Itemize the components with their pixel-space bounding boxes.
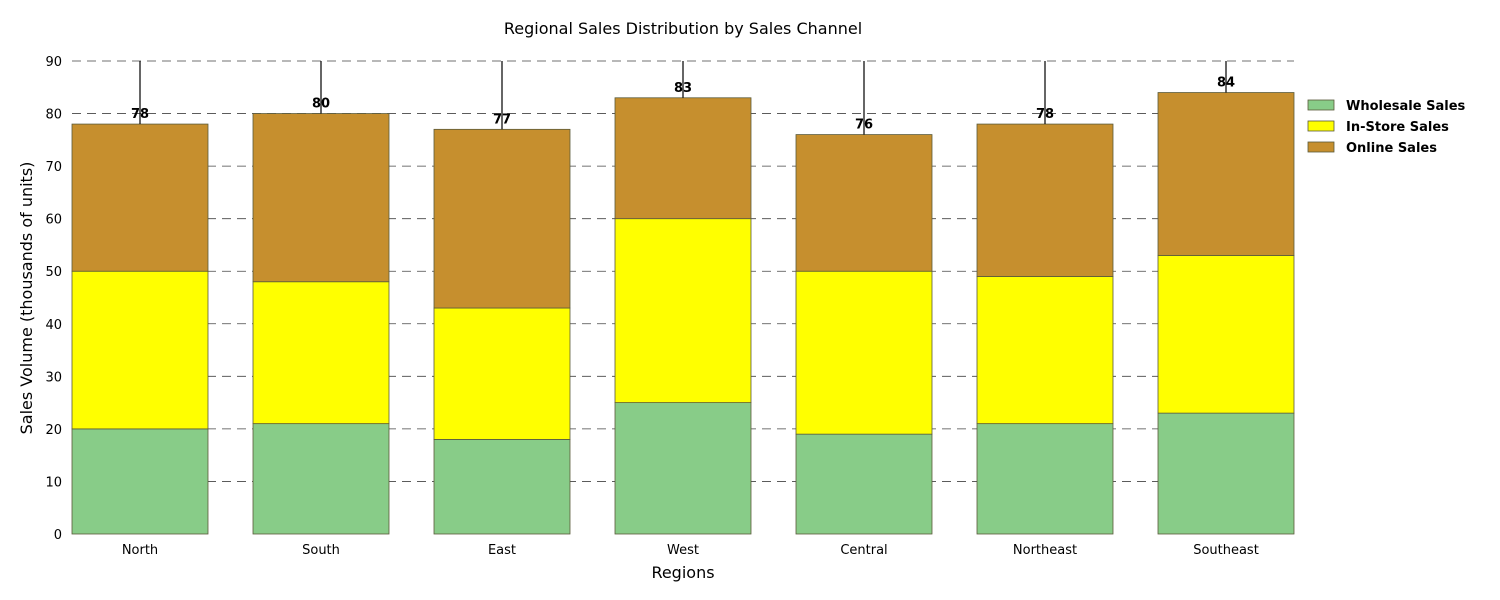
bar-stack <box>795 61 933 535</box>
bar-segment <box>433 438 571 535</box>
y-axis-ticks: 0 10 20 30 40 50 60 70 80 90 <box>45 55 62 543</box>
y-tick-label: 20 <box>45 423 62 438</box>
total-label: 83 <box>674 81 692 96</box>
legend-swatch <box>1307 99 1335 111</box>
legend-swatch <box>1307 120 1335 132</box>
bar-segment <box>71 428 209 535</box>
x-axis-ticks: North South East West Central Northeast Southe… <box>122 543 1259 558</box>
y-tick-label: 50 <box>45 265 62 280</box>
bar-segment <box>614 97 752 220</box>
y-axis-title: Sales Volume (thousands of units) <box>17 162 36 435</box>
bar-segment <box>1157 412 1295 535</box>
x-tick-label: West <box>667 543 699 558</box>
legend: Wholesale Sales In-Store Sales Online Sale… <box>1307 99 1466 156</box>
bar-stack <box>71 61 209 535</box>
bar-segment <box>71 123 209 272</box>
x-tick-label: South <box>302 543 340 558</box>
bar-segment <box>795 270 933 435</box>
legend-swatch <box>1307 141 1335 153</box>
bar-segment <box>252 113 390 283</box>
bar-stack <box>1157 61 1295 535</box>
total-labels: 78 80 77 83 76 78 84 <box>131 76 1235 133</box>
y-tick-label: 90 <box>45 55 62 70</box>
bar-stack <box>614 61 752 535</box>
x-tick-label: Northeast <box>1013 543 1077 558</box>
y-tick-label: 60 <box>45 213 62 228</box>
y-tick-label: 80 <box>45 108 62 123</box>
y-tick-label: 10 <box>45 475 62 490</box>
bar-segment <box>433 128 571 309</box>
bar-segment <box>1157 92 1295 256</box>
total-label: 84 <box>1217 76 1235 91</box>
bar-segment <box>1157 255 1295 414</box>
bar-segment <box>795 134 933 272</box>
bar-stack <box>976 61 1114 535</box>
y-tick-label: 40 <box>45 318 62 333</box>
bar-segment <box>976 423 1114 535</box>
bar-segment <box>252 423 390 535</box>
bars <box>71 61 1295 535</box>
x-tick-label: North <box>122 543 158 558</box>
x-axis-title: Regions <box>651 563 714 582</box>
total-label: 78 <box>131 107 149 122</box>
bar-segment <box>252 281 390 425</box>
y-tick-label: 30 <box>45 370 62 385</box>
y-tick-label: 0 <box>54 528 62 543</box>
bar-stack <box>252 61 390 535</box>
y-tick-label: 70 <box>45 160 62 175</box>
bar-segment <box>976 276 1114 425</box>
legend-label: In-Store Sales <box>1346 120 1449 135</box>
total-label: 76 <box>855 118 873 133</box>
bar-segment <box>71 270 209 430</box>
chart-title: Regional Sales Distribution by Sales Cha… <box>504 19 862 38</box>
total-label: 80 <box>312 97 330 112</box>
bar-stack <box>433 61 571 535</box>
bar-segment <box>614 218 752 404</box>
total-label: 77 <box>493 112 511 127</box>
total-label: 78 <box>1036 107 1054 122</box>
bar-segment <box>433 307 571 440</box>
x-tick-label: Southeast <box>1193 543 1259 558</box>
legend-label: Wholesale Sales <box>1346 99 1466 114</box>
bar-segment <box>614 402 752 535</box>
legend-label: Online Sales <box>1346 141 1437 156</box>
bar-segment <box>976 123 1114 277</box>
x-tick-label: East <box>488 543 516 558</box>
bar-segment <box>795 433 933 535</box>
x-tick-label: Central <box>840 543 887 558</box>
